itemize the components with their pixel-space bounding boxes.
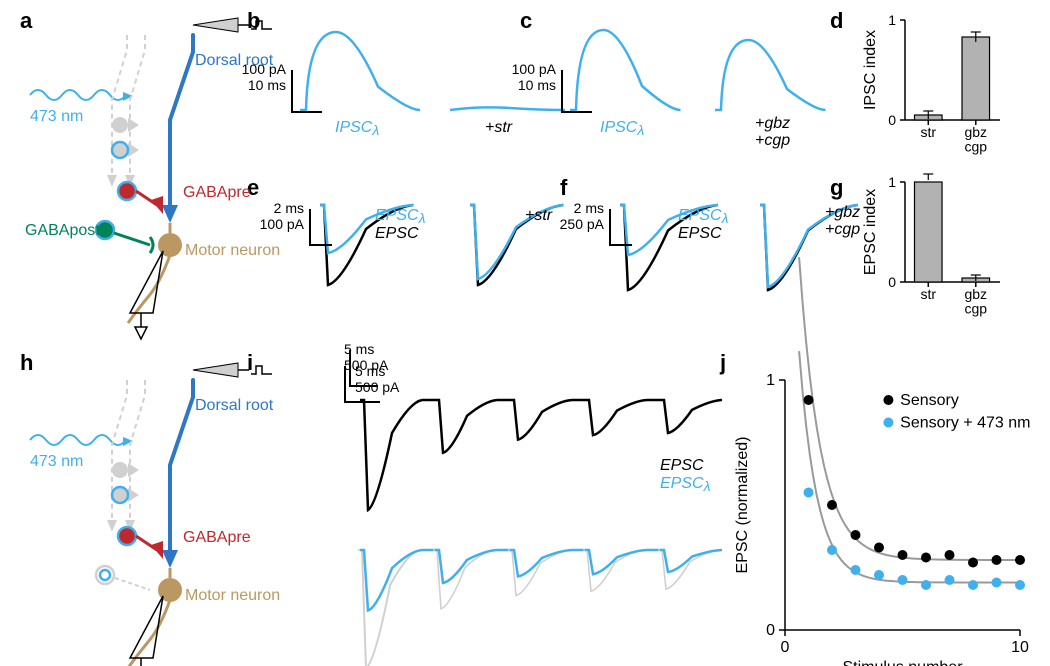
svg-text:EPSC: EPSC xyxy=(678,225,722,242)
svg-text:1: 1 xyxy=(766,372,775,389)
svg-text:g: g xyxy=(830,175,843,200)
svg-text:EPSCλ: EPSCλ xyxy=(660,475,711,494)
svg-text:+gbz+cgp: +gbz+cgp xyxy=(755,115,790,149)
svg-text:IPSCλ: IPSCλ xyxy=(600,119,644,138)
svg-text:EPSC (normalized): EPSC (normalized) xyxy=(734,437,751,574)
svg-text:gbzcgp: gbzcgp xyxy=(964,124,987,155)
svg-text:GABApre: GABApre xyxy=(183,529,251,546)
svg-text:Dorsal root: Dorsal root xyxy=(195,397,274,414)
svg-text:str: str xyxy=(920,286,936,302)
svg-text:GABApre: GABApre xyxy=(183,184,251,201)
svg-text:2 ms: 2 ms xyxy=(574,200,604,216)
svg-text:250 pA: 250 pA xyxy=(560,216,605,232)
svg-text:10 ms: 10 ms xyxy=(518,77,556,93)
svg-text:+gbz+cgp: +gbz+cgp xyxy=(825,204,860,238)
svg-text:h: h xyxy=(20,350,33,375)
scatter-plot: 0 10 0 1 Stimulus number EPSC (normalized) Sen… xyxy=(734,257,1030,666)
svg-text:100 pA: 100 pA xyxy=(512,61,557,77)
svg-text:IPSCλ: IPSCλ xyxy=(335,119,379,138)
svg-text:1: 1 xyxy=(888,174,896,190)
svg-text:Motor neuron: Motor neuron xyxy=(185,242,280,259)
svg-text:+str: +str xyxy=(485,119,513,136)
svg-text:i: i xyxy=(247,350,253,375)
bar-chart: 0 1 str gbzcgp IPSC index xyxy=(862,12,1000,155)
svg-text:Motor neuron: Motor neuron xyxy=(185,587,280,604)
svg-text:+str: +str xyxy=(525,207,553,224)
svg-text:0: 0 xyxy=(766,622,775,639)
svg-text:f: f xyxy=(560,175,568,200)
svg-text:EPSCλ: EPSCλ xyxy=(375,207,426,226)
svg-text:500 pA: 500 pA xyxy=(355,379,400,395)
svg-text:EPSC: EPSC xyxy=(660,457,704,474)
svg-text:GABApost: GABApost xyxy=(25,222,100,239)
svg-text:c: c xyxy=(520,8,532,33)
svg-text:Sensory: Sensory xyxy=(900,392,959,409)
svg-text:a: a xyxy=(20,8,33,33)
svg-text:0: 0 xyxy=(781,639,790,656)
svg-text:473 nm: 473 nm xyxy=(30,453,83,470)
svg-text:EPSCλ: EPSCλ xyxy=(678,207,729,226)
svg-text:2 ms: 2 ms xyxy=(274,200,304,216)
svg-text:gbzcgp: gbzcgp xyxy=(964,286,987,317)
svg-text:100 pA: 100 pA xyxy=(242,61,287,77)
svg-text:473 nm: 473 nm xyxy=(30,108,83,125)
svg-text:j: j xyxy=(719,350,726,375)
svg-text:10 ms: 10 ms xyxy=(248,77,286,93)
svg-text:str: str xyxy=(920,124,936,140)
svg-text:0: 0 xyxy=(888,274,896,290)
svg-text:1: 1 xyxy=(888,12,896,28)
svg-text:EPSC: EPSC xyxy=(375,225,419,242)
svg-text:Stimulus number: Stimulus number xyxy=(842,659,963,666)
bar-chart: 0 1 str gbzcgp EPSC index xyxy=(862,174,1000,317)
svg-text:Sensory + 473 nm: Sensory + 473 nm xyxy=(900,415,1030,432)
svg-text:5 ms: 5 ms xyxy=(355,363,385,379)
svg-text:EPSC index: EPSC index xyxy=(862,189,879,275)
svg-text:0: 0 xyxy=(888,112,896,128)
svg-text:10: 10 xyxy=(1011,639,1029,656)
svg-text:100 pA: 100 pA xyxy=(260,216,305,232)
svg-text:5 ms: 5 ms xyxy=(344,341,374,357)
svg-text:d: d xyxy=(830,8,843,33)
svg-text:IPSC index: IPSC index xyxy=(862,30,879,110)
